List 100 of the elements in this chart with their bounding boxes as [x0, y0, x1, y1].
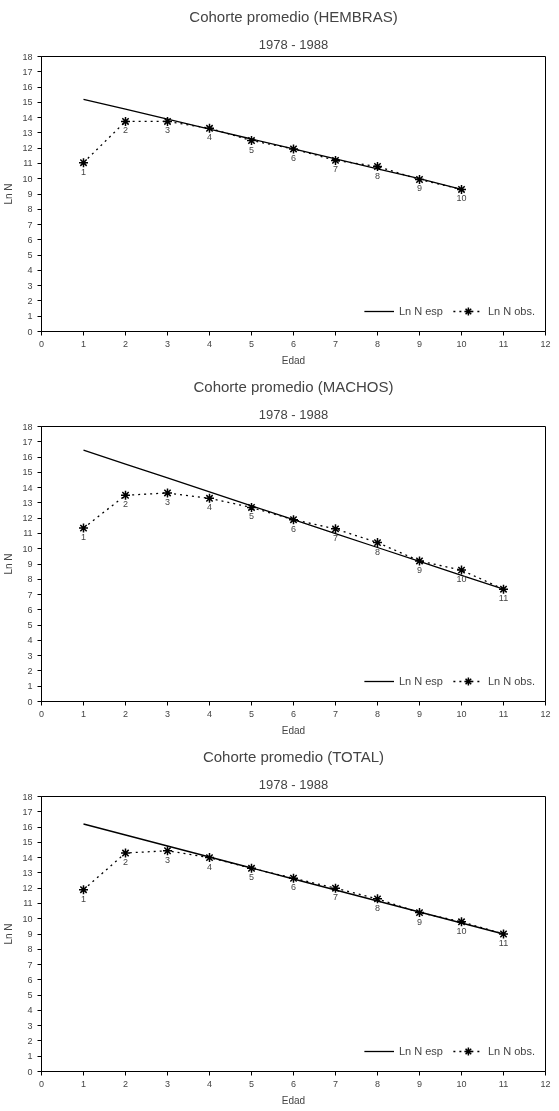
legend-label: Ln N esp	[398, 305, 443, 317]
y-tick-label: 7	[27, 589, 33, 600]
chart-title: Cohorte promedio (TOTAL)	[202, 747, 385, 765]
point	[246, 863, 257, 874]
y-tick-label: 10	[22, 173, 33, 184]
annotation: 2	[123, 125, 129, 136]
annotation: 2	[123, 857, 129, 868]
point	[288, 143, 299, 155]
annotation: 6	[291, 152, 297, 163]
y-tick-label: 2	[27, 1035, 33, 1046]
annotation: 3	[165, 496, 171, 507]
y-tick-label: 18	[22, 51, 33, 62]
x-tick-label: 12	[540, 338, 551, 349]
y-tick-label: 2	[27, 295, 33, 306]
x-tick-label: 2	[123, 708, 129, 719]
y-tick-label: 1	[27, 681, 33, 692]
point	[78, 157, 89, 168]
point	[372, 537, 383, 548]
y-tick-label: 3	[27, 1020, 33, 1031]
point	[288, 514, 299, 525]
point	[414, 174, 425, 185]
annotation: 1	[81, 893, 87, 904]
y-tick-label: 9	[27, 559, 33, 569]
annotation: 4	[207, 861, 213, 872]
y-tick-label: 8	[27, 204, 33, 215]
point	[78, 884, 89, 895]
x-axis-title: Edad	[281, 724, 306, 736]
x-tick-label: 9	[417, 338, 423, 349]
annotation: 11	[498, 593, 509, 604]
x-tick-label: 3	[165, 708, 171, 719]
annotation: 1	[81, 166, 87, 177]
y-tick-label: 0	[27, 1066, 33, 1077]
point	[204, 493, 215, 504]
x-tick-label: 12	[540, 1078, 551, 1089]
x-tick-label: 6	[291, 1078, 297, 1089]
x-tick-label: 11	[498, 338, 509, 349]
x-tick-label: 7	[333, 1078, 339, 1089]
y-tick-label: 12	[22, 513, 33, 524]
x-axis-title: Edad	[281, 1094, 306, 1106]
legend-label: Ln N esp	[398, 675, 443, 687]
point	[372, 893, 383, 905]
y-tick-label: 16	[22, 452, 33, 463]
point	[246, 135, 257, 146]
annotation: 5	[249, 872, 255, 883]
y-tick-label: 4	[27, 1005, 33, 1016]
x-tick-label: 11	[498, 708, 509, 719]
annotation: 5	[249, 144, 255, 155]
x-tick-label: 2	[123, 1078, 129, 1089]
y-tick-label: 6	[27, 234, 33, 245]
y-tick-label: 13	[22, 127, 33, 138]
annotation: 3	[165, 854, 171, 865]
x-tick-label: 3	[165, 1078, 171, 1089]
y-tick-label: 8	[27, 574, 33, 585]
y-tick-label: 9	[27, 929, 33, 939]
annotation: 1	[81, 532, 87, 543]
x-tick-label: 5	[249, 1078, 255, 1089]
annotation: 7	[333, 892, 339, 903]
x-tick-label: 1	[81, 338, 87, 349]
point	[330, 882, 341, 894]
chart-title: Cohorte promedio (MACHOS)	[193, 377, 394, 395]
x-tick-label: 8	[375, 1078, 381, 1089]
y-tick-label: 18	[22, 421, 33, 432]
annotation: 10	[456, 925, 467, 936]
chart-title: Cohorte promedio (HEMBRAS)	[189, 7, 398, 25]
x-tick-label: 10	[456, 338, 467, 349]
y-tick-label: 3	[27, 280, 33, 291]
y-tick-label: 16	[22, 82, 33, 93]
annotation: 7	[333, 532, 339, 543]
y-tick-label: 17	[22, 806, 33, 817]
annotation: 11	[498, 938, 509, 948]
annotation: 2	[123, 499, 129, 510]
x-tick-label: 0	[39, 1078, 45, 1089]
x-tick-label: 0	[39, 338, 45, 349]
legend-label: Ln N obs.	[487, 1045, 535, 1057]
y-tick-label: 2	[27, 665, 33, 676]
y-tick-label: 15	[22, 837, 33, 848]
x-tick-label: 5	[249, 708, 255, 719]
y-tick-label: 8	[27, 944, 33, 955]
legend-label: Ln N obs.	[487, 675, 535, 687]
y-tick-label: 12	[22, 143, 33, 154]
x-tick-label: 6	[291, 338, 297, 349]
x-tick-label: 3	[165, 338, 171, 349]
x-tick-label: 10	[456, 1078, 467, 1089]
y-tick-label: 5	[27, 250, 33, 261]
y-tick-label: 7	[27, 959, 33, 970]
x-tick-label: 2	[123, 338, 129, 349]
x-tick-label: 11	[498, 1078, 509, 1089]
y-tick-label: 16	[22, 822, 33, 833]
y-axis-title: Ln N	[3, 923, 15, 945]
point	[498, 928, 509, 940]
x-tick-label: 8	[375, 338, 381, 349]
annotation: 3	[165, 125, 171, 136]
x-tick-label: 7	[333, 338, 339, 349]
y-tick-label: 1	[27, 311, 33, 322]
y-tick-label: 14	[22, 482, 33, 493]
annotation: 4	[207, 132, 213, 143]
point	[78, 522, 89, 534]
y-tick-label: 15	[22, 467, 33, 478]
annotation: 5	[249, 511, 255, 522]
point	[498, 583, 509, 595]
